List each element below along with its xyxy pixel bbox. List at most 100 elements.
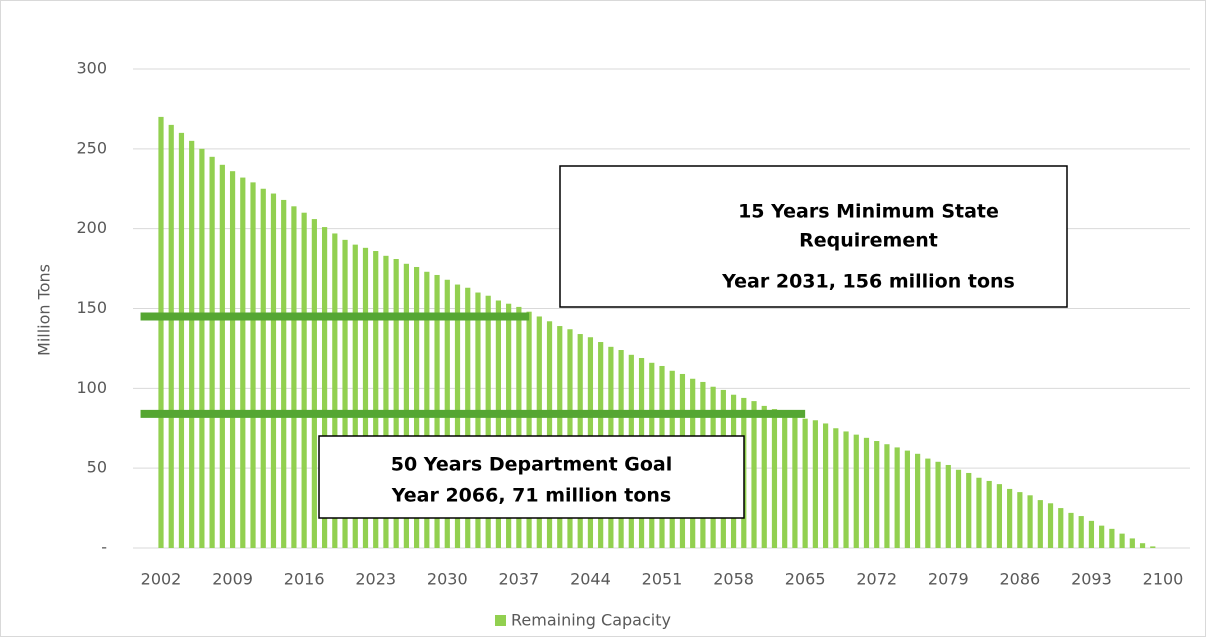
annotation-box xyxy=(318,435,745,519)
bar xyxy=(342,239,348,549)
bar xyxy=(986,480,992,548)
x-tick-label: 2002 xyxy=(141,570,182,589)
bar xyxy=(1099,525,1105,548)
bar xyxy=(1037,500,1043,548)
y-tick-label: 100 xyxy=(76,378,107,397)
x-tick-label: 2065 xyxy=(785,570,826,589)
bar xyxy=(516,306,522,548)
bar xyxy=(1078,516,1084,548)
bar xyxy=(1129,538,1135,548)
y-tick-label: 150 xyxy=(76,298,107,317)
y-tick-label: 250 xyxy=(76,138,107,157)
x-tick-label: 2009 xyxy=(212,570,253,589)
bar xyxy=(1088,520,1095,548)
bar xyxy=(352,244,358,548)
bar xyxy=(281,199,287,548)
legend-swatch xyxy=(495,615,506,626)
bar xyxy=(1119,533,1125,548)
bar xyxy=(168,124,174,548)
bar xyxy=(403,263,409,548)
bar xyxy=(321,227,328,548)
bar xyxy=(485,295,491,548)
bar xyxy=(1139,543,1146,548)
annotation-box xyxy=(559,165,1068,308)
bar xyxy=(792,415,798,548)
bar xyxy=(373,251,379,548)
bar xyxy=(291,206,297,548)
x-tick-label: 2044 xyxy=(570,570,611,589)
x-tick-label: 2058 xyxy=(713,570,754,589)
bar xyxy=(802,418,808,548)
bar xyxy=(863,437,870,548)
bar xyxy=(1027,495,1033,548)
bar xyxy=(362,247,369,548)
x-tick-label: 2051 xyxy=(642,570,683,589)
bar xyxy=(526,311,532,548)
bar xyxy=(822,423,829,548)
legend-label: Remaining Capacity xyxy=(511,611,671,630)
x-tick-label: 2037 xyxy=(498,570,539,589)
bar xyxy=(945,464,951,548)
bar xyxy=(219,164,225,549)
x-tick-label: 2079 xyxy=(928,570,969,589)
bar xyxy=(495,300,502,548)
bar xyxy=(843,431,849,548)
bar xyxy=(332,233,338,548)
bar xyxy=(935,461,941,548)
bar xyxy=(955,469,962,548)
x-tick-label: 2030 xyxy=(427,570,468,589)
bar xyxy=(966,472,972,548)
bar xyxy=(894,447,900,548)
bar xyxy=(260,188,266,548)
bar xyxy=(178,132,185,548)
bar xyxy=(1058,508,1064,548)
y-tick-label: - xyxy=(101,538,107,557)
bar xyxy=(311,219,317,548)
bar xyxy=(853,434,859,548)
annotation-text: Year 2031, 156 million tons xyxy=(721,271,1015,293)
bar xyxy=(751,401,757,548)
bar xyxy=(536,316,542,548)
bar xyxy=(1068,512,1074,548)
annotation-text: 15 Years Minimum State xyxy=(738,201,999,223)
bar xyxy=(229,171,236,549)
bar xyxy=(546,321,553,548)
bar xyxy=(1007,488,1013,548)
bar xyxy=(925,458,931,548)
bar xyxy=(976,477,982,548)
bar xyxy=(761,405,767,548)
y-tick-label: 300 xyxy=(76,59,107,78)
bar xyxy=(250,182,256,548)
bar xyxy=(833,428,839,548)
bar xyxy=(996,484,1003,548)
bar xyxy=(189,140,195,548)
x-tick-label: 2093 xyxy=(1071,570,1112,589)
y-tick-label: 50 xyxy=(87,458,107,477)
bar xyxy=(383,255,389,548)
bar xyxy=(209,156,215,549)
bar xyxy=(393,259,399,548)
bar xyxy=(884,444,890,548)
y-tick-label: 200 xyxy=(76,218,107,237)
bar xyxy=(270,193,277,549)
bar xyxy=(240,177,246,548)
bar xyxy=(1150,546,1156,548)
y-axis-title: Million Tons xyxy=(35,264,54,356)
x-tick-label: 2023 xyxy=(355,570,396,589)
x-tick-label: 2016 xyxy=(284,570,325,589)
bar xyxy=(1047,503,1054,548)
bar xyxy=(782,412,788,548)
bar xyxy=(301,212,307,548)
bar xyxy=(414,266,420,548)
bar xyxy=(915,453,921,548)
x-tick-label: 2072 xyxy=(856,570,897,589)
bar xyxy=(874,441,880,548)
bar xyxy=(771,409,778,548)
bar xyxy=(199,148,205,549)
bar xyxy=(475,292,481,548)
bar xyxy=(506,303,512,548)
annotation-text: 50 Years Department Goal xyxy=(391,454,673,476)
bar xyxy=(1017,492,1023,548)
x-tick-label: 2100 xyxy=(1143,570,1184,589)
